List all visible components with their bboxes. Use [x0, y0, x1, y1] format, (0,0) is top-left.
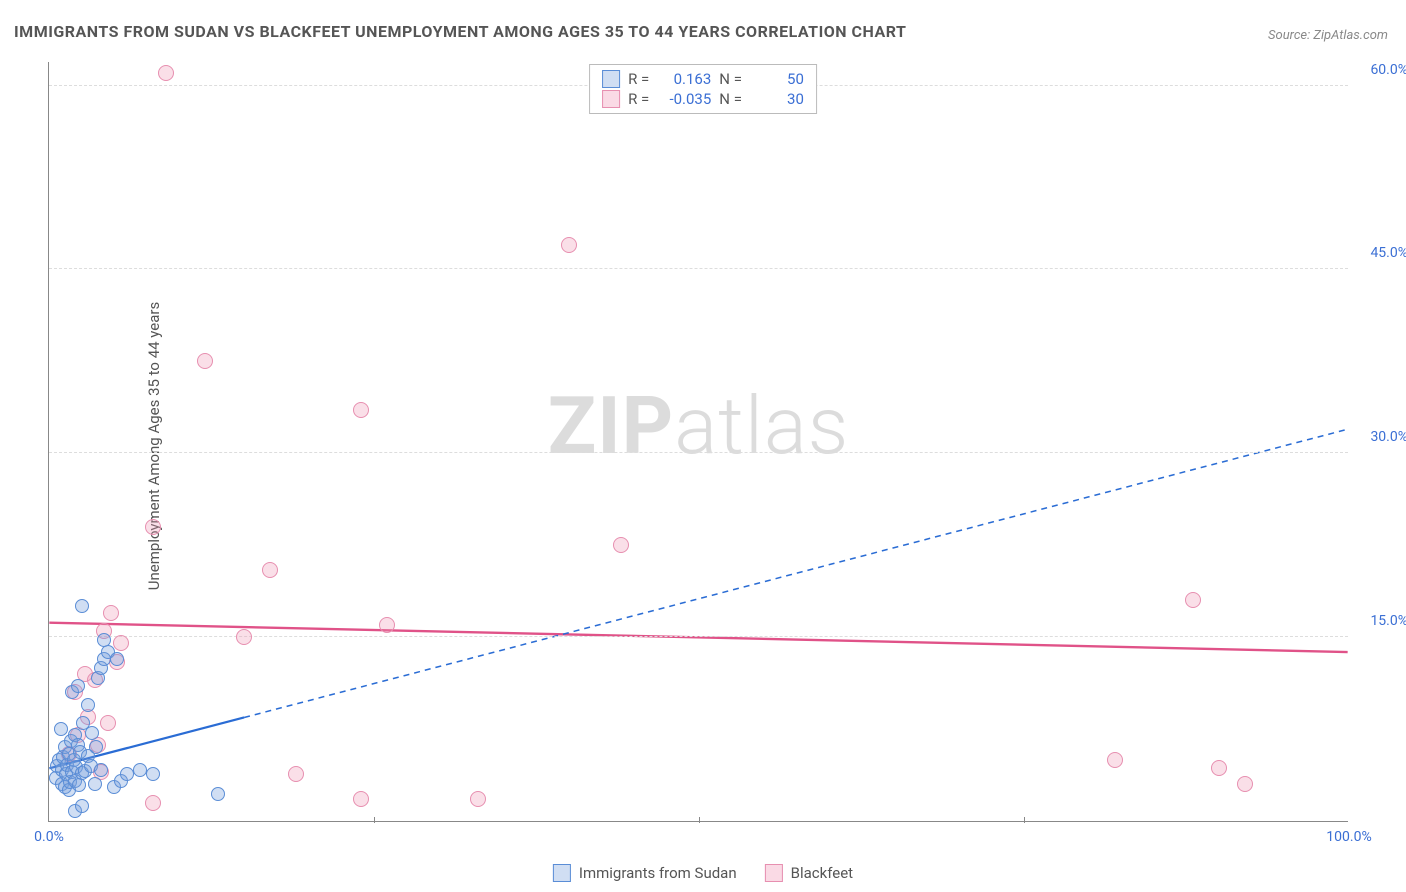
chart-title: IMMIGRANTS FROM SUDAN VS BLACKFEET UNEMP…	[14, 22, 906, 41]
point-blue	[72, 778, 86, 792]
point-pink	[103, 605, 119, 621]
point-blue	[85, 726, 99, 740]
point-pink	[561, 237, 577, 253]
plot-area: ZIPatlas 15.0%30.0%45.0%60.0%0.0%100.0%	[48, 62, 1348, 822]
legend-item-blue: Immigrants from Sudan	[553, 864, 737, 882]
x-tick-label: 100.0%	[1326, 829, 1371, 845]
y-tick-label: 45.0%	[1370, 245, 1406, 261]
point-blue	[89, 740, 103, 754]
point-pink	[1107, 752, 1123, 768]
swatch-pink-icon	[602, 90, 620, 108]
swatch-blue-icon	[553, 864, 571, 882]
point-pink	[262, 562, 278, 578]
gridline	[49, 452, 1348, 453]
swatch-pink-icon	[765, 864, 783, 882]
y-tick-label: 60.0%	[1370, 62, 1406, 78]
point-pink	[613, 537, 629, 553]
swatch-blue-icon	[602, 70, 620, 88]
n-value-pink: 30	[750, 90, 804, 108]
gridline	[49, 268, 1348, 269]
point-pink	[1185, 592, 1201, 608]
legend-label-blue: Immigrants from Sudan	[579, 864, 737, 882]
x-tick	[374, 817, 375, 823]
point-pink	[288, 766, 304, 782]
source-attribution: Source: ZipAtlas.com	[1268, 28, 1388, 43]
legend-label-pink: Blackfeet	[791, 864, 853, 882]
correlation-legend: R = 0.163 N = 50 R = -0.035 N = 30	[589, 64, 817, 114]
point-pink	[470, 791, 486, 807]
x-tick	[1024, 817, 1025, 823]
watermark: ZIPatlas	[548, 379, 850, 473]
point-pink	[1237, 776, 1253, 792]
point-blue	[97, 633, 111, 647]
point-blue	[81, 698, 95, 712]
correlation-row-pink: R = -0.035 N = 30	[592, 89, 814, 109]
x-tick-label: 0.0%	[34, 829, 64, 845]
point-blue	[211, 787, 225, 801]
legend-item-pink: Blackfeet	[765, 864, 853, 882]
n-label: N =	[719, 70, 742, 88]
r-label: R =	[628, 70, 649, 88]
series-legend: Immigrants from Sudan Blackfeet	[553, 864, 853, 882]
n-label: N =	[719, 90, 742, 108]
point-blue	[75, 799, 89, 813]
n-value-blue: 50	[750, 70, 804, 88]
correlation-row-blue: R = 0.163 N = 50	[592, 69, 814, 89]
point-pink	[100, 715, 116, 731]
point-pink	[1211, 760, 1227, 776]
point-pink	[145, 519, 161, 535]
point-pink	[353, 791, 369, 807]
point-pink	[145, 795, 161, 811]
point-pink	[113, 635, 129, 651]
point-pink	[379, 617, 395, 633]
point-pink	[353, 402, 369, 418]
r-label: R =	[628, 90, 649, 108]
r-value-pink: -0.035	[657, 90, 711, 108]
trend-lines	[49, 62, 1348, 821]
point-blue	[133, 763, 147, 777]
r-value-blue: 0.163	[657, 70, 711, 88]
chart-container: IMMIGRANTS FROM SUDAN VS BLACKFEET UNEMP…	[0, 0, 1406, 892]
y-tick-label: 30.0%	[1370, 429, 1406, 445]
point-blue	[94, 763, 108, 777]
y-tick-label: 15.0%	[1370, 613, 1406, 629]
point-pink	[197, 353, 213, 369]
point-blue	[120, 767, 134, 781]
point-blue	[88, 777, 102, 791]
point-pink	[236, 629, 252, 645]
point-blue	[110, 652, 124, 666]
point-blue	[71, 679, 85, 693]
point-blue	[146, 767, 160, 781]
point-blue	[75, 599, 89, 613]
x-tick	[699, 817, 700, 823]
point-pink	[158, 65, 174, 81]
point-blue	[54, 722, 68, 736]
